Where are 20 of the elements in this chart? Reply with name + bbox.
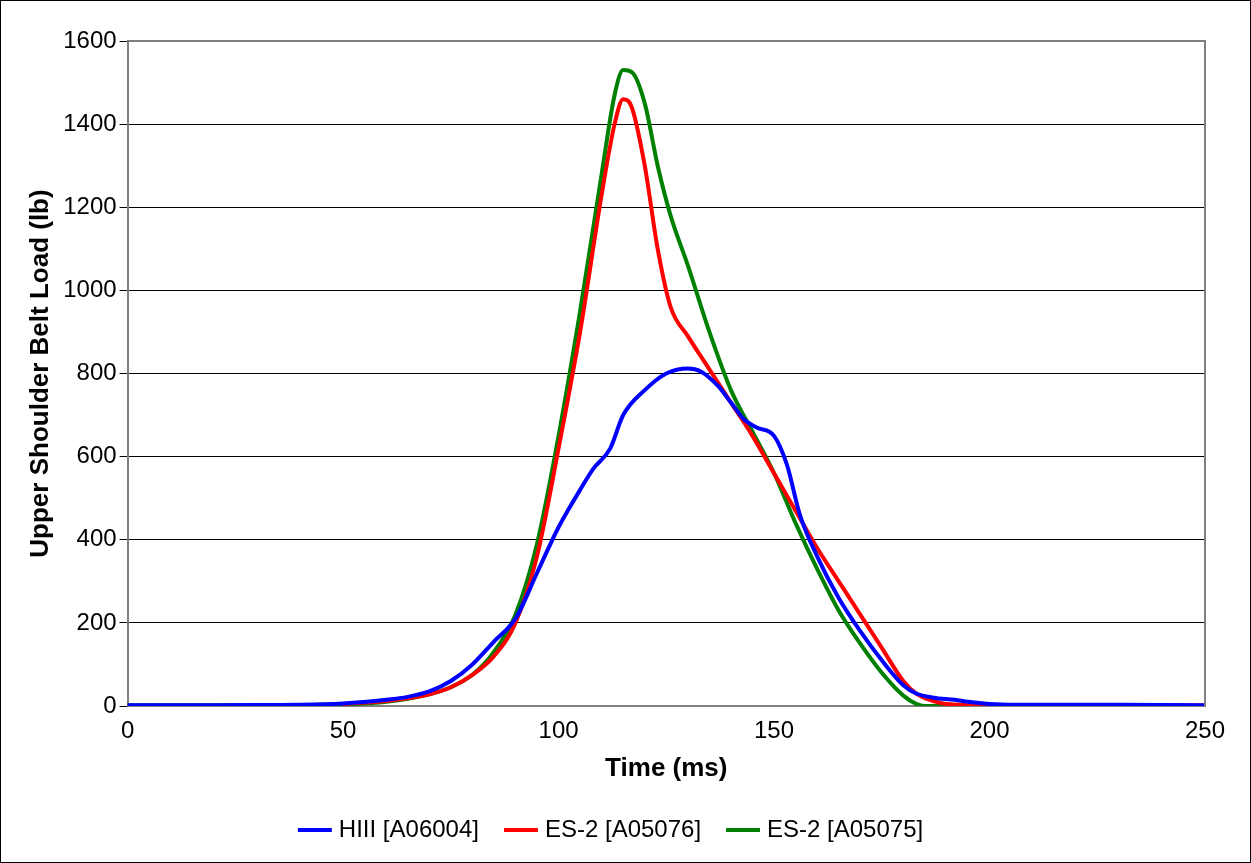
x-axis-title: Time (ms) — [605, 751, 728, 782]
legend-label: HIII [A06004] — [338, 814, 479, 842]
x-tick-label: 100 — [538, 716, 579, 744]
y-tick-label: 400 — [76, 524, 117, 552]
y-tick-label: 0 — [103, 690, 117, 718]
x-tick-label: 0 — [120, 716, 135, 744]
x-tick-label: 200 — [969, 716, 1010, 744]
y-tick-label: 1600 — [63, 25, 117, 53]
y-tick-label: 1000 — [63, 275, 117, 302]
y-tick-label: 1400 — [63, 108, 117, 136]
x-tick-label: 250 — [1184, 716, 1226, 744]
legend-label: ES-2 [A05075] — [767, 814, 924, 842]
y-tick-label: 800 — [76, 358, 117, 386]
legend-label: ES-2 [A05076] — [544, 814, 702, 842]
y-tick-label: 1200 — [63, 191, 117, 219]
y-tick-label: 200 — [76, 607, 117, 635]
x-tick-label: 50 — [329, 716, 357, 744]
y-tick-label: 600 — [76, 441, 117, 469]
y-axis-title: Upper Shoulder Belt Load (lb) — [23, 189, 54, 558]
x-tick-label: 150 — [754, 716, 795, 744]
